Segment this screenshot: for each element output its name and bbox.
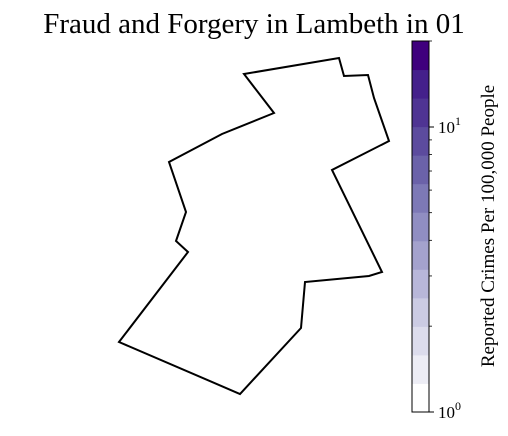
colorbar-step [412,70,429,99]
colorbar-step [412,326,429,355]
colorbar-step [412,127,429,156]
colorbar-label: Reported Crimes Per 100,000 People [478,85,499,367]
colorbar-gradient [412,41,429,413]
colorbar-step [412,184,429,213]
colorbar-step [412,212,429,241]
colorbar-step [412,269,429,298]
colorbar-tick-label-high: 101 [438,114,461,137]
colorbar-step [412,98,429,127]
colorbar-step [412,355,429,384]
colorbar-step [412,155,429,184]
colorbar-step [412,241,429,270]
colorbar-step [412,383,429,412]
colorbar-step [412,41,429,70]
colorbar-tick-label-low: 100 [438,399,461,422]
colorbar-step [412,298,429,327]
